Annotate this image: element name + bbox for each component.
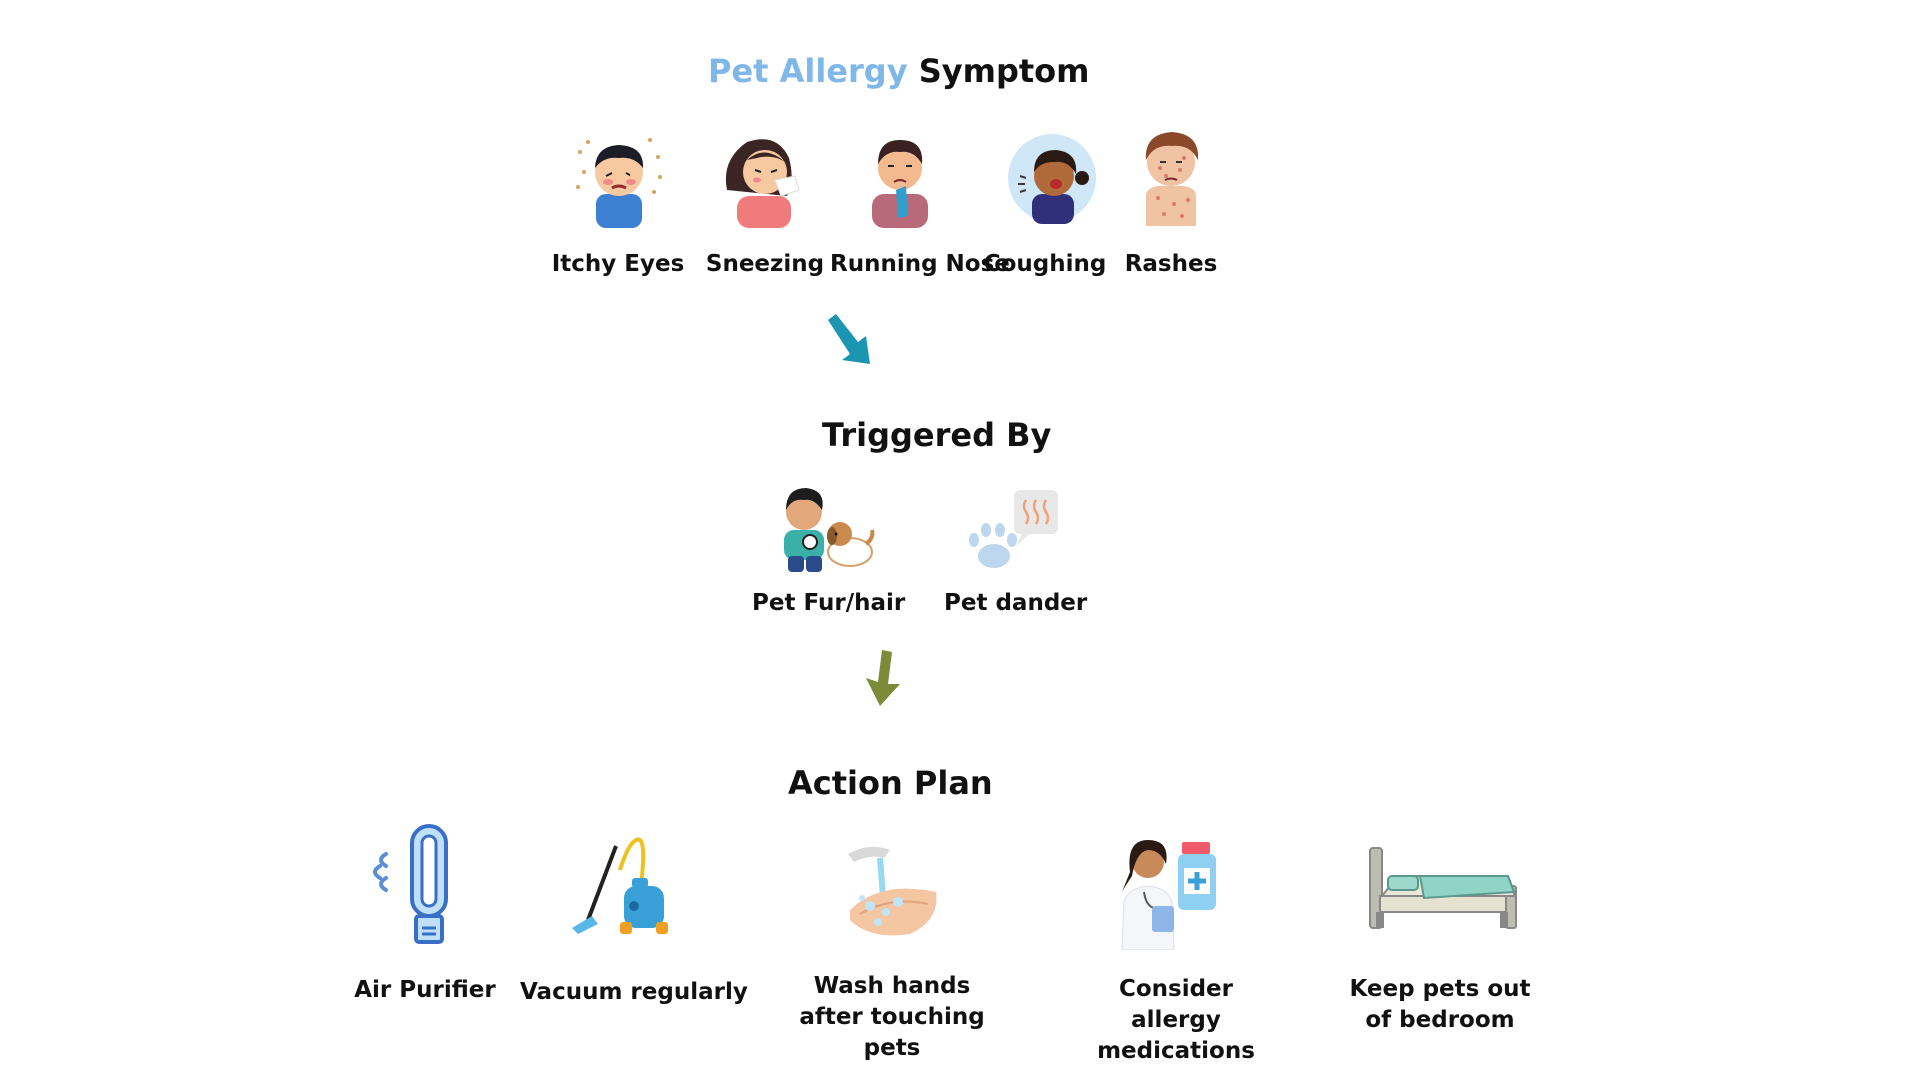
bed-icon (1368, 842, 1518, 932)
sneezing-girl-icon (717, 130, 809, 228)
symptom-label-running-nose: Running Nose (830, 251, 1010, 277)
doctor-medication-icon (1118, 832, 1226, 950)
symptom-label-sneezing: Sneezing (705, 251, 825, 277)
action-label-medications: Consider allergy medications (1097, 976, 1255, 1064)
boy-with-dog-icon (770, 484, 876, 578)
symptoms-title: Pet Allergy Symptom (708, 52, 1089, 90)
arrow-down-right-icon (824, 312, 874, 368)
paw-dander-icon (968, 488, 1060, 574)
symptoms-title-accent: Pet Allergy (708, 52, 908, 90)
symptom-label-coughing: Coughing (983, 251, 1107, 277)
symptoms-title-rest: Symptom (918, 52, 1090, 90)
actions-title: Action Plan (788, 764, 993, 802)
runny-nose-boy-icon (858, 130, 942, 228)
trigger-label-pet-fur: Pet Fur/hair (752, 590, 906, 616)
air-purifier-icon (372, 824, 454, 944)
action-label-vacuum: Vacuum regularly (520, 979, 748, 1005)
symptom-label-rashes: Rashes (1124, 251, 1218, 277)
trigger-label-pet-dander: Pet dander (944, 590, 1088, 616)
hand-washing-icon (840, 840, 944, 944)
triggers-title: Triggered By (822, 416, 1052, 454)
vacuum-cleaner-icon (570, 830, 670, 938)
rashes-boy-icon (1134, 128, 1208, 226)
coughing-girl-icon (1006, 132, 1098, 228)
symptom-label-itchy-eyes: Itchy Eyes (551, 251, 685, 277)
itchy-eyes-child-icon (574, 132, 664, 228)
action-label-air-purifier: Air Purifier (354, 977, 496, 1003)
action-label-keep-pets-out: Keep pets out of bedroom (1349, 976, 1531, 1033)
arrow-down-left-icon (860, 648, 906, 708)
action-label-wash-hands: Wash hands after touching pets (799, 973, 985, 1061)
